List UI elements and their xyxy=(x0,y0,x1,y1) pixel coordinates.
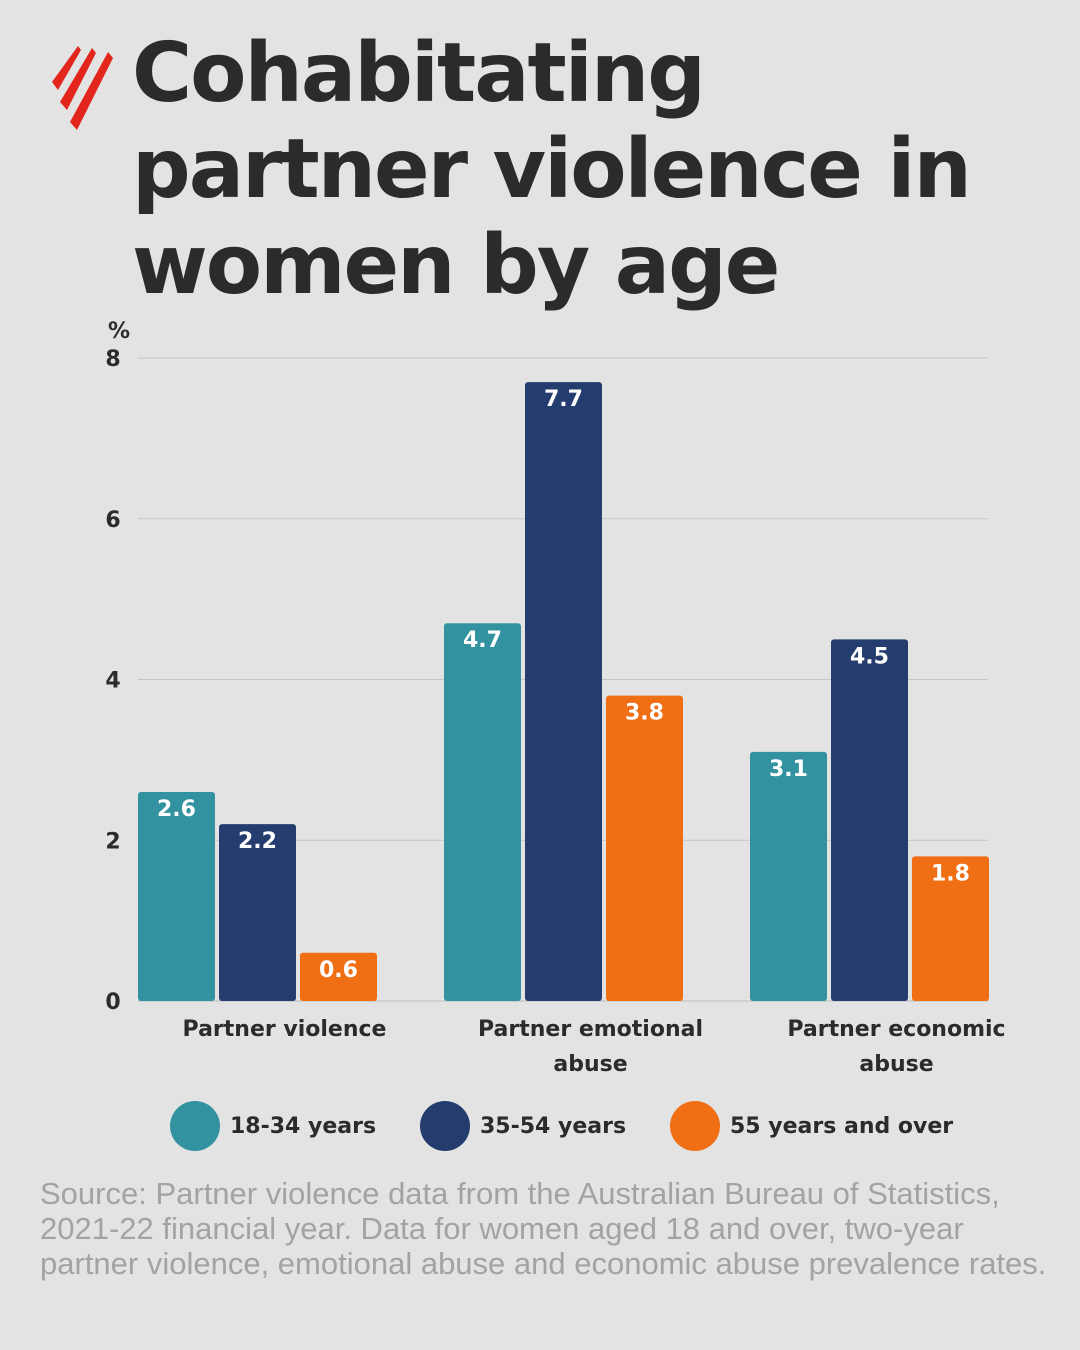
bar xyxy=(750,751,827,1001)
chart-title: Cohabitating partner violence in women b… xyxy=(132,26,972,313)
category-label: Partner economic xyxy=(787,1017,1005,1042)
data-label: 2.2 xyxy=(238,829,277,854)
category-label: abuse xyxy=(859,1052,933,1077)
sbs-logo-icon xyxy=(52,46,113,130)
y-axis-label: % xyxy=(108,319,130,344)
bar xyxy=(138,792,215,1001)
legend: 18-34 years 35-54 years 55 years and over xyxy=(0,1100,1080,1152)
data-label: 2.6 xyxy=(157,797,196,822)
y-tick-label: 8 xyxy=(105,347,120,372)
data-label: 7.7 xyxy=(544,387,583,412)
bar xyxy=(912,856,989,1001)
data-label: 4.7 xyxy=(463,628,502,653)
category-label: Partner emotional xyxy=(478,1017,703,1042)
bar xyxy=(444,623,521,1001)
data-label: 0.6 xyxy=(319,958,358,983)
data-label: 3.1 xyxy=(769,757,808,782)
legend-item: 35-54 years xyxy=(420,1100,626,1152)
bar xyxy=(525,382,602,1001)
y-tick-label: 0 xyxy=(105,990,120,1015)
data-label: 3.8 xyxy=(625,701,664,726)
legend-swatch xyxy=(170,1101,220,1151)
bar-chart: 0 2 4 6 8% 2.6 4.7 3.1 2.2 7.7 4.5 0.6 3.8 1.8 Partner… xyxy=(105,319,1005,1077)
legend-label: 35-54 years xyxy=(480,1113,627,1139)
bar xyxy=(300,952,377,1001)
legend-swatch xyxy=(420,1101,470,1151)
legend-item: 55 years and over xyxy=(670,1100,953,1152)
category-label: Partner violence xyxy=(183,1017,387,1042)
y-tick-label: 6 xyxy=(105,508,120,533)
data-label: 1.8 xyxy=(931,861,970,886)
source-note: Source: Partner violence data from the A… xyxy=(40,1176,1047,1281)
legend-label: 55 years and over xyxy=(730,1113,954,1139)
legend-label: 18-34 years xyxy=(230,1113,377,1139)
y-tick-label: 4 xyxy=(105,669,120,694)
bar xyxy=(219,824,296,1001)
category-label: abuse xyxy=(553,1052,627,1077)
bar xyxy=(606,695,683,1001)
bar xyxy=(831,639,908,1001)
data-label: 4.5 xyxy=(850,644,889,669)
legend-item: 18-34 years xyxy=(170,1100,376,1152)
y-tick-label: 2 xyxy=(105,829,120,854)
legend-swatch xyxy=(670,1101,720,1151)
